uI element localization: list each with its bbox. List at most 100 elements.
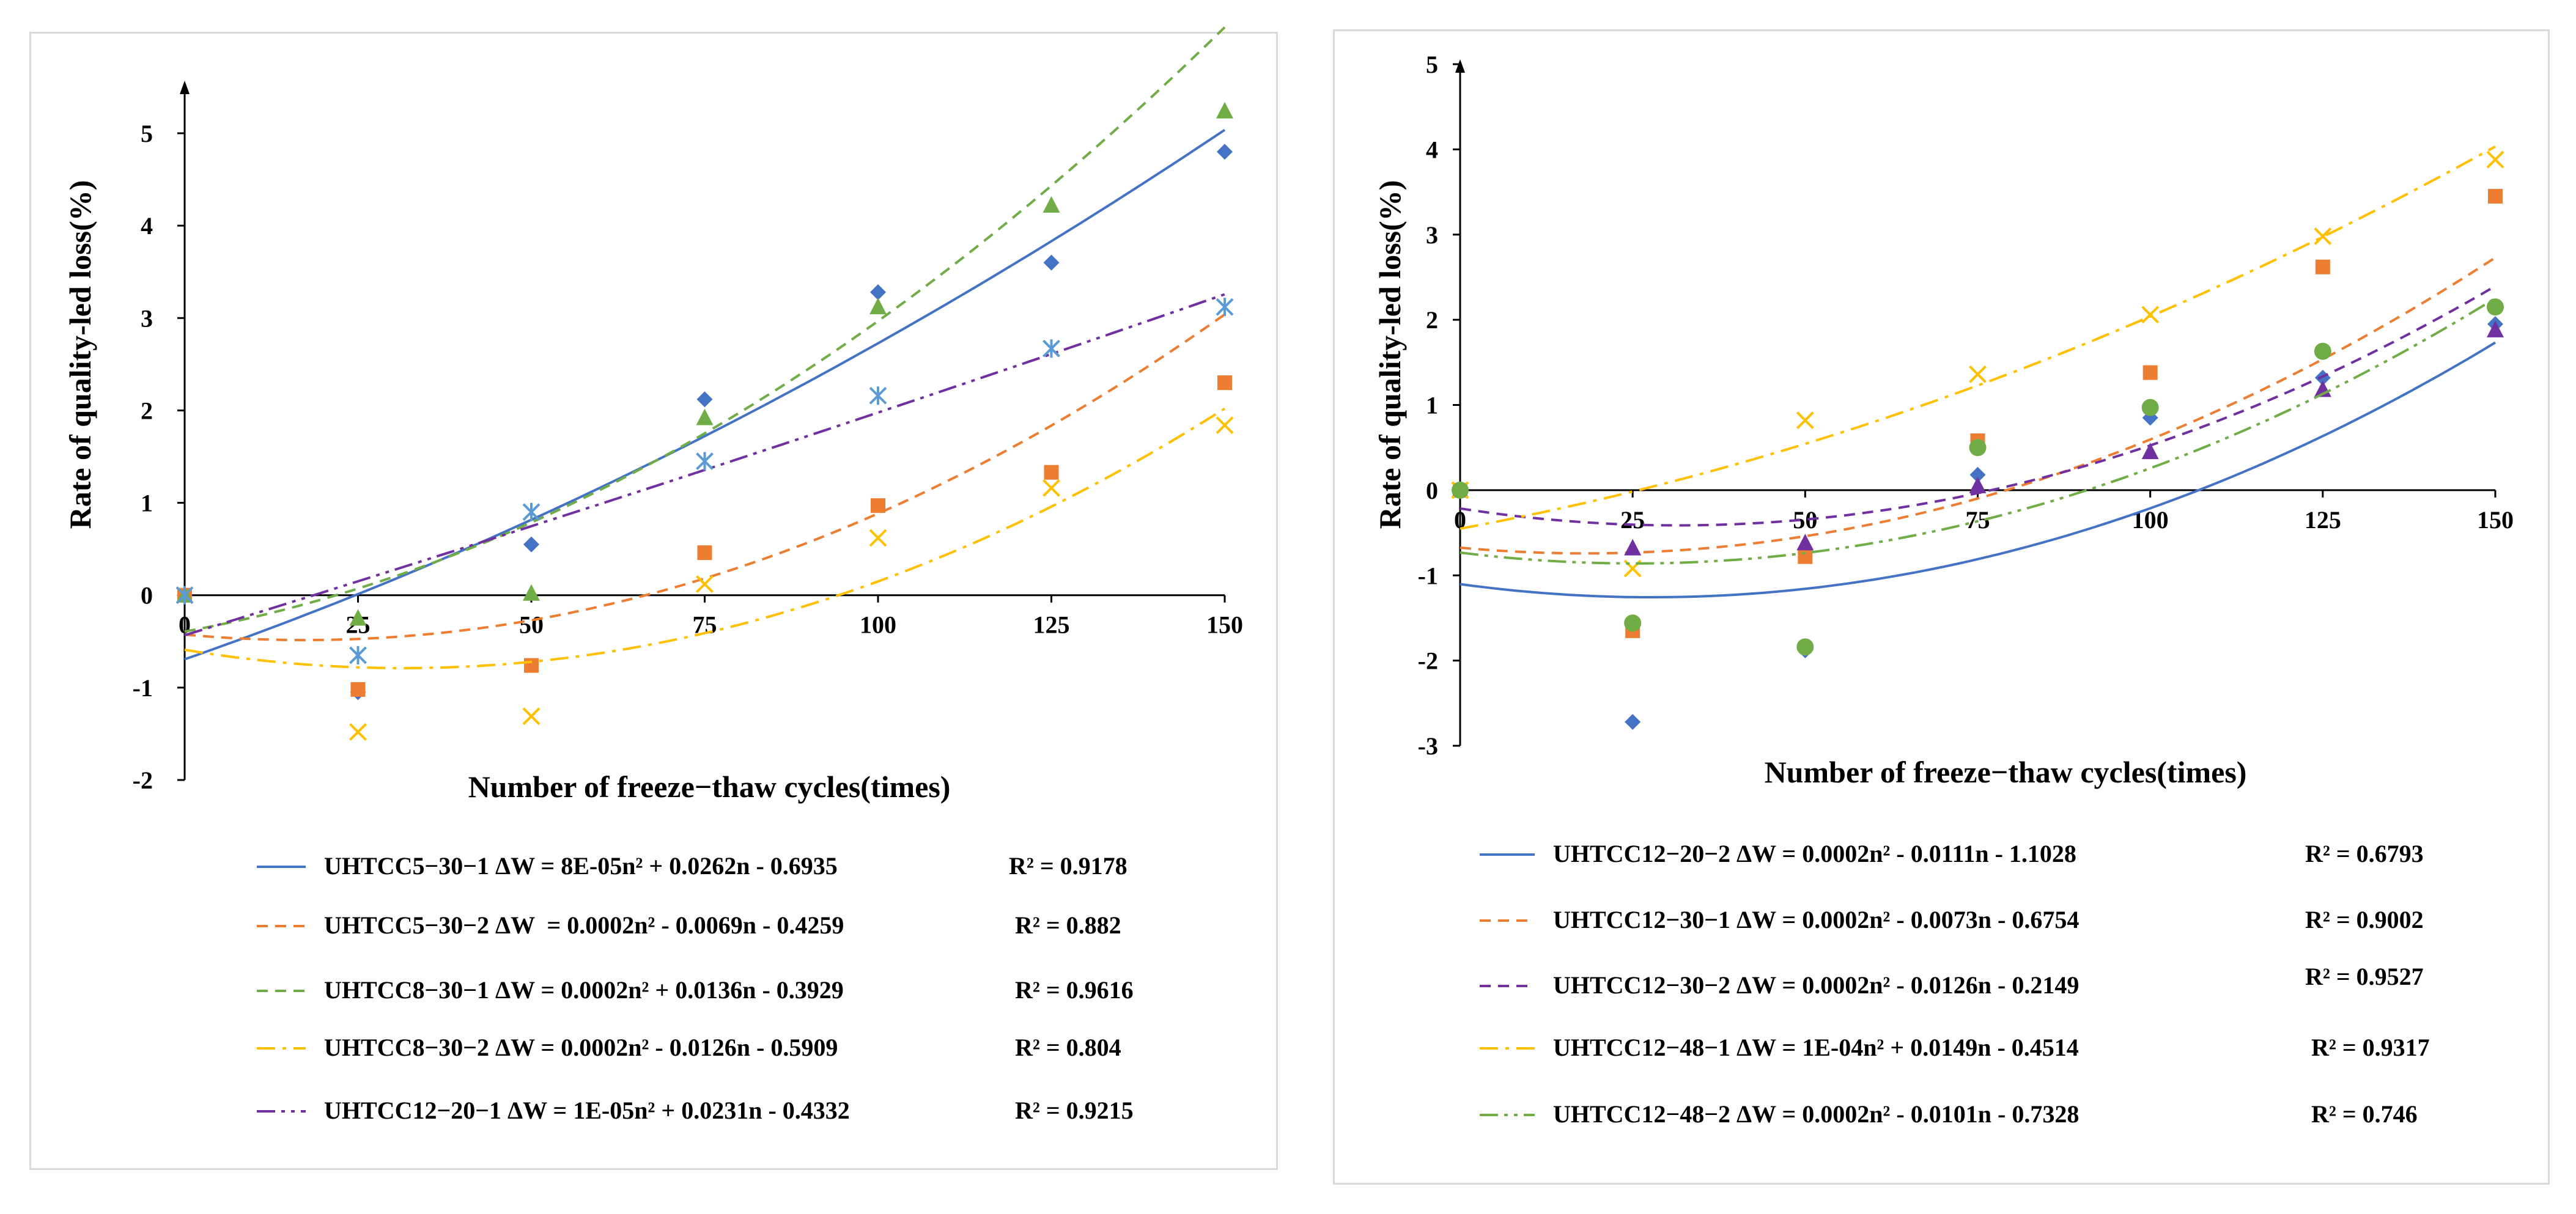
legend-equation: UHTCC12−48−2 ΔW = 0.0002n² - 0.0101n - 0… — [1553, 1100, 2079, 1128]
legend-equation: UHTCC8−30−2 ΔW = 0.0002n² - 0.0126n - 0.… — [324, 1034, 838, 1061]
data-point — [2142, 365, 2158, 380]
series-UHTCC12−30−1 — [1453, 189, 2503, 638]
legend-equation: UHTCC5−30−1 ΔW = 8E-05n² + 0.0262n - 0.6… — [324, 852, 838, 880]
trendline — [184, 313, 1226, 642]
legend-r-squared: R² = 0.6793 — [2305, 840, 2424, 867]
data-point — [1969, 439, 1987, 457]
data-point — [523, 536, 539, 553]
data-point — [349, 646, 367, 664]
data-point — [1216, 416, 1234, 435]
y-tick-label: 1 — [1426, 392, 1438, 419]
legend-equation: UHTCC12−20−2 ΔW = 0.0002n² - 0.0111n - 1… — [1553, 840, 2076, 867]
legend-equation: UHTCC12−20−1 ΔW = 1E-05n² + 0.0231n - 0.… — [324, 1097, 850, 1124]
series-UHTCC12−30−2 — [1452, 285, 2504, 556]
data-point — [869, 298, 887, 315]
y-tick-label: 5 — [141, 120, 153, 147]
chart-panel-left — [29, 32, 1278, 1170]
legend-r-squared: R² = 0.9002 — [2305, 906, 2424, 933]
legend-r-squared: R² = 0.9317 — [2311, 1034, 2430, 1061]
x-tick-label: 150 — [2477, 506, 2514, 534]
y-tick-label: 1 — [141, 490, 153, 517]
legend-r-squared: R² = 0.746 — [2311, 1100, 2418, 1128]
data-point — [1624, 539, 1642, 556]
legend-equation: UHTCC12−30−2 ΔW = 0.0002n² - 0.0126n - 0… — [1553, 971, 2079, 999]
data-point — [2314, 342, 2331, 360]
x-tick-label: 125 — [1033, 611, 1070, 639]
data-point — [1452, 481, 1469, 499]
x-tick-label: 150 — [1206, 611, 1243, 639]
trendline — [1460, 341, 2497, 598]
trendline — [184, 407, 1226, 669]
data-point — [524, 658, 539, 673]
legend-equation: UHTCC8−30−1 ΔW = 0.0002n² + 0.0136n - 0.… — [324, 976, 844, 1004]
data-point — [1217, 375, 1232, 391]
data-point — [2315, 259, 2330, 274]
data-point — [349, 609, 367, 626]
data-point — [2487, 298, 2504, 316]
data-point — [1044, 465, 1059, 480]
data-point — [1216, 298, 1234, 317]
series-UHTCC12−48−2 — [1452, 297, 2504, 656]
y-axis-arrow — [1455, 59, 1465, 73]
data-point — [1625, 713, 1641, 730]
data-point — [1796, 534, 1814, 551]
series-UHTCC5−30−1 — [177, 128, 1233, 701]
y-tick-label: 2 — [1426, 306, 1438, 334]
x-tick-label: 25 — [1620, 506, 1645, 534]
data-point — [2141, 306, 2160, 324]
data-point — [349, 723, 367, 741]
data-point — [2487, 320, 2504, 337]
legend-r-squared: R² = 0.882 — [1015, 911, 1121, 939]
data-point — [1043, 339, 1060, 358]
legend-r-squared: R² = 0.9215 — [1015, 1097, 1134, 1124]
y-tick-label: 5 — [1426, 51, 1438, 78]
y-tick-label: -2 — [133, 767, 153, 794]
y-axis-arrow — [180, 81, 190, 94]
y-tick-label: 3 — [1426, 221, 1438, 249]
legend-equation: UHTCC5−30−2 ΔW = 0.0002n² - 0.0069n - 0.… — [324, 911, 844, 939]
x-tick-label: 100 — [860, 611, 896, 639]
x-axis-label: Number of freeze−thaw cycles(times) — [468, 770, 951, 804]
y-tick-label: -1 — [1418, 562, 1438, 589]
y-tick-label: 4 — [1426, 136, 1438, 163]
y-tick-label: 3 — [141, 304, 153, 332]
data-point — [1217, 144, 1233, 160]
data-point — [1969, 466, 1986, 483]
series-UHTCC8−30−1 — [176, 26, 1233, 633]
data-point — [1624, 614, 1642, 632]
y-tick-label: -1 — [133, 674, 153, 702]
x-tick-label: 125 — [2305, 506, 2341, 534]
data-point — [2141, 443, 2159, 460]
x-tick-label: 0 — [1454, 506, 1466, 534]
data-point — [696, 575, 714, 593]
data-point — [1043, 479, 1060, 497]
data-point — [2486, 150, 2504, 169]
data-point — [1216, 101, 1233, 119]
y-axis-label: Rate of quality-led loss(%) — [1373, 180, 1407, 529]
y-tick-label: -2 — [1418, 647, 1438, 675]
legend-r-squared: R² = 0.9178 — [1009, 852, 1127, 880]
data-point — [2314, 227, 2332, 245]
data-point — [2141, 399, 2159, 416]
y-tick-label: 0 — [141, 582, 153, 609]
data-point — [1969, 476, 1987, 493]
data-point — [350, 682, 366, 697]
data-point — [522, 502, 541, 521]
data-point — [522, 707, 541, 726]
trendline — [184, 26, 1226, 633]
data-point — [696, 452, 714, 471]
y-tick-label: 4 — [141, 212, 153, 240]
data-point — [1043, 254, 1060, 271]
data-point — [1969, 365, 1987, 383]
data-point — [2488, 189, 2503, 204]
data-point — [1796, 411, 1814, 430]
y-tick-label: -3 — [1418, 732, 1438, 760]
legend-r-squared: R² = 0.9616 — [1015, 976, 1134, 1004]
legend-equation: UHTCC12−48−1 ΔW = 1E-04n² + 0.0149n - 0.… — [1553, 1034, 2079, 1061]
y-tick-label: 0 — [1426, 477, 1438, 504]
trendline — [184, 128, 1226, 661]
data-point — [696, 408, 714, 425]
